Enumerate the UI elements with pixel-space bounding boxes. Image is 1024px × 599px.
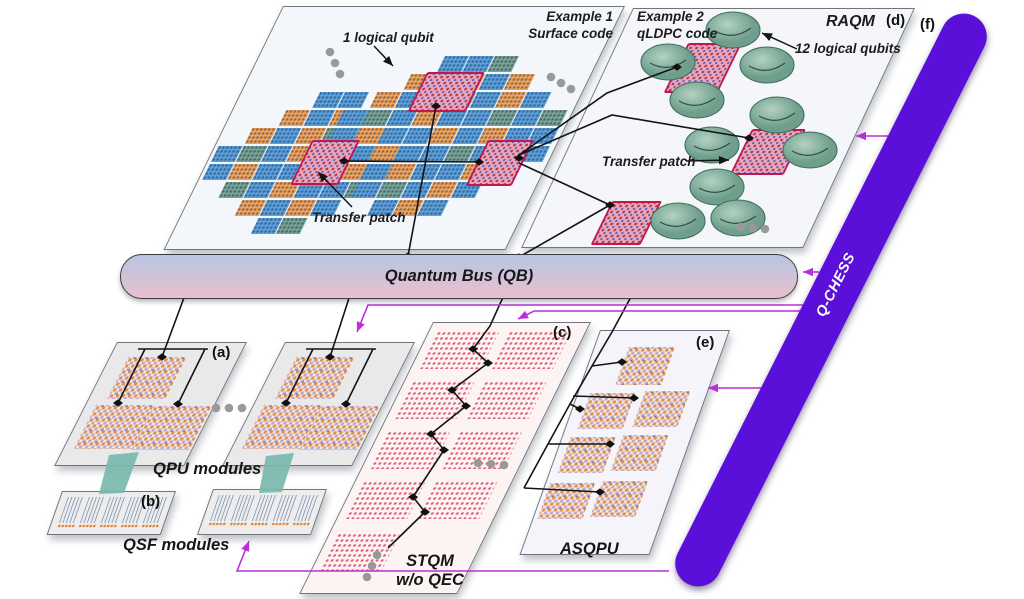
magenta-arrowhead bbox=[803, 267, 813, 277]
raqm-title: RAQM bbox=[826, 13, 875, 30]
magenta-arrowhead bbox=[856, 131, 866, 141]
quantum-bus: Quantum Bus (QB) bbox=[120, 254, 798, 299]
stqm-patch bbox=[418, 331, 500, 369]
stqm-label-line1: STQM bbox=[406, 552, 454, 570]
qpu-modules-label: QPU modules bbox=[153, 460, 262, 478]
qpu-patch bbox=[107, 357, 187, 399]
stqm-label: STQM w/o QEC bbox=[390, 552, 470, 590]
stqm-patch bbox=[466, 381, 547, 419]
qpu-patch bbox=[275, 357, 355, 399]
stqm-tag-c: (c) bbox=[553, 324, 572, 341]
quantum-bus-label: Quantum Bus (QB) bbox=[384, 267, 534, 285]
example1-label: Example 1 Surface code bbox=[513, 9, 613, 43]
example1-title: Example 1 bbox=[546, 9, 613, 24]
example2-subtitle: qLDPC code bbox=[637, 25, 718, 41]
gray-dot bbox=[224, 403, 234, 413]
qchess-tag-f: (f) bbox=[920, 16, 935, 33]
qsf-dot-row bbox=[250, 522, 269, 526]
asqpu-patch bbox=[590, 481, 648, 517]
qsf-lines bbox=[293, 495, 320, 521]
twelve-qubits-label: 12 logical qubits bbox=[795, 41, 901, 56]
asqpu-tag-e: (e) bbox=[696, 334, 715, 351]
stqm-patch bbox=[369, 431, 451, 469]
magenta-arrowhead bbox=[356, 321, 365, 332]
stqm-patch bbox=[417, 481, 498, 519]
qsf-dot-row bbox=[208, 522, 227, 526]
example1-subtitle: Surface code bbox=[528, 25, 613, 41]
qsf-dot-row bbox=[120, 524, 139, 528]
qsf-dot-row bbox=[229, 522, 248, 526]
transfer-patch-label-left: Transfer patch bbox=[312, 210, 406, 225]
magenta-arrowhead bbox=[241, 541, 250, 552]
tile-row bbox=[249, 218, 308, 236]
asqpu-patch bbox=[615, 347, 675, 385]
stqm-label-line2: w/o QEC bbox=[396, 571, 464, 589]
asqpu-patch bbox=[537, 483, 596, 519]
qsf-dot-row bbox=[78, 524, 97, 528]
qsf-dot-row bbox=[99, 524, 118, 528]
asqpu-patch bbox=[577, 393, 636, 429]
gray-dot bbox=[237, 403, 247, 413]
stqm-patch bbox=[394, 381, 475, 419]
qpu-tag-a: (a) bbox=[212, 344, 231, 361]
example2-title: Example 2 bbox=[637, 9, 704, 24]
stqm-patch bbox=[345, 481, 426, 519]
qsf-panel-2 bbox=[196, 489, 327, 535]
raqm-tag-d: (d) bbox=[886, 12, 906, 29]
asqpu-patch bbox=[610, 435, 669, 471]
example2-label: Example 2 qLDPC code bbox=[637, 9, 717, 43]
qsf-dot-row bbox=[57, 524, 76, 528]
stqm-patch bbox=[319, 533, 401, 571]
logical-qubit-label: 1 logical qubit bbox=[343, 30, 434, 45]
transfer-patch-label-right: Transfer patch bbox=[602, 154, 696, 169]
stqm-patch bbox=[441, 431, 523, 469]
qsf-modules-label: QSF modules bbox=[123, 536, 230, 554]
qsf-tag-b: (b) bbox=[141, 493, 161, 510]
qsf-dot-row bbox=[292, 522, 311, 526]
asqpu-label: ASQPU bbox=[560, 540, 619, 558]
tile-row bbox=[335, 110, 569, 128]
magenta-line bbox=[517, 310, 800, 320]
qsf-dot-row bbox=[141, 524, 160, 528]
asqpu-patch bbox=[557, 437, 616, 473]
qsf-dot-row bbox=[271, 522, 290, 526]
tile-row bbox=[350, 182, 484, 200]
asqpu-patch bbox=[632, 391, 691, 427]
magenta-arrowhead bbox=[518, 310, 529, 319]
